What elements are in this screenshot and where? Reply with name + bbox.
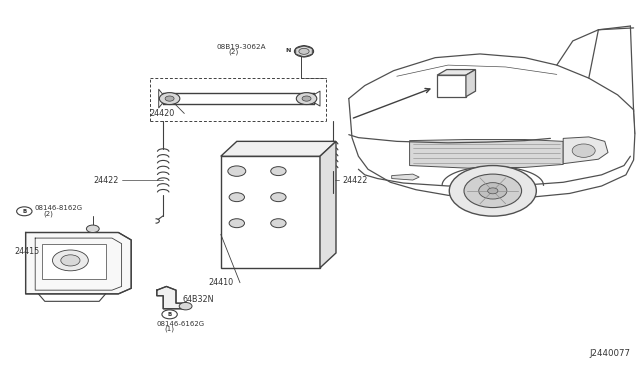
Polygon shape bbox=[410, 140, 563, 168]
Text: B: B bbox=[168, 312, 172, 317]
Circle shape bbox=[162, 310, 177, 319]
Text: B: B bbox=[22, 209, 26, 214]
Circle shape bbox=[299, 48, 309, 54]
Circle shape bbox=[464, 174, 522, 208]
Text: 24410: 24410 bbox=[208, 278, 233, 287]
Text: 08B19-3062A: 08B19-3062A bbox=[216, 44, 266, 49]
Text: 08146-6162G: 08146-6162G bbox=[157, 321, 205, 327]
Polygon shape bbox=[466, 70, 476, 97]
Text: 64B32N: 64B32N bbox=[182, 295, 214, 304]
Circle shape bbox=[449, 166, 536, 216]
Polygon shape bbox=[392, 174, 419, 180]
Polygon shape bbox=[437, 70, 476, 75]
Circle shape bbox=[165, 96, 174, 101]
Polygon shape bbox=[42, 244, 106, 279]
Circle shape bbox=[488, 188, 498, 194]
Circle shape bbox=[159, 93, 180, 105]
Circle shape bbox=[572, 144, 595, 157]
Polygon shape bbox=[437, 75, 466, 97]
Circle shape bbox=[271, 193, 286, 202]
Circle shape bbox=[61, 255, 80, 266]
Circle shape bbox=[17, 207, 32, 216]
Circle shape bbox=[296, 93, 317, 105]
Circle shape bbox=[271, 167, 286, 176]
Text: 24420: 24420 bbox=[149, 109, 174, 118]
Text: 08146-8162G: 08146-8162G bbox=[35, 205, 83, 211]
Text: J2440077: J2440077 bbox=[589, 349, 630, 358]
Circle shape bbox=[294, 46, 314, 57]
Text: N: N bbox=[285, 48, 291, 53]
Text: 24415: 24415 bbox=[14, 247, 39, 256]
Circle shape bbox=[229, 193, 244, 202]
Polygon shape bbox=[563, 137, 608, 164]
Polygon shape bbox=[221, 141, 336, 156]
Circle shape bbox=[479, 183, 507, 199]
Polygon shape bbox=[221, 156, 320, 268]
Text: 24422: 24422 bbox=[93, 176, 118, 185]
Circle shape bbox=[302, 96, 311, 101]
Circle shape bbox=[86, 225, 99, 232]
Text: (2): (2) bbox=[228, 49, 239, 55]
Polygon shape bbox=[26, 232, 131, 294]
Circle shape bbox=[228, 166, 246, 176]
Circle shape bbox=[52, 250, 88, 271]
Circle shape bbox=[179, 302, 192, 310]
Text: (2): (2) bbox=[43, 211, 52, 217]
Circle shape bbox=[229, 219, 244, 228]
Polygon shape bbox=[320, 141, 336, 268]
Text: 24422: 24422 bbox=[342, 176, 368, 185]
Text: (1): (1) bbox=[164, 326, 175, 333]
Circle shape bbox=[271, 219, 286, 228]
Polygon shape bbox=[157, 286, 186, 309]
